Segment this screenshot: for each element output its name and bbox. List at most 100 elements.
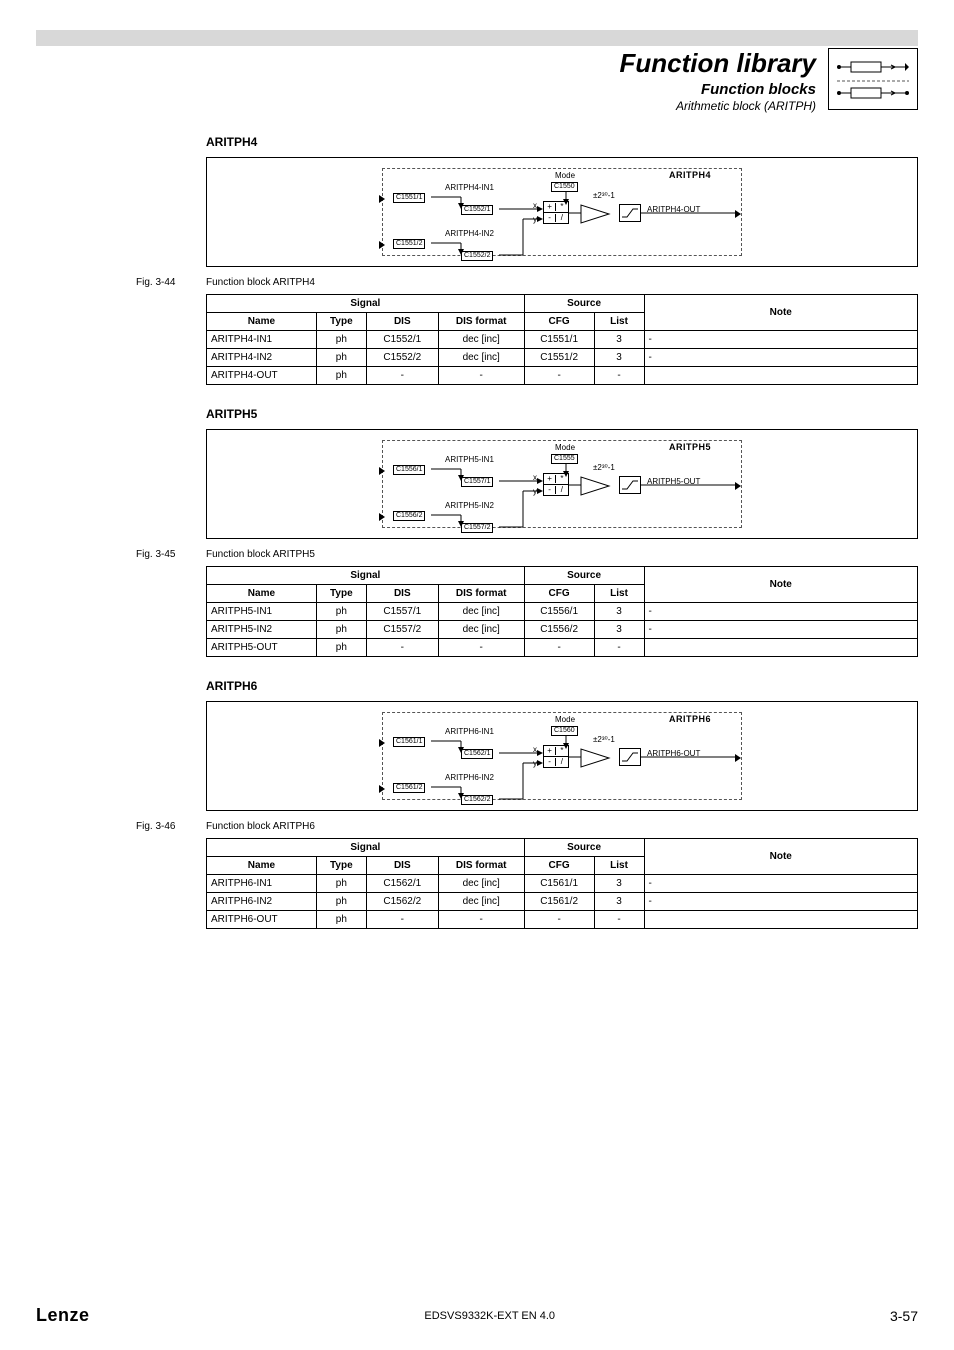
figure-number: Fig. 3-46 — [36, 821, 206, 832]
table-row: ARITPH6-OUTph---- — [207, 911, 918, 929]
table-row: ARITPH5-OUTph---- — [207, 639, 918, 657]
cell-type: ph — [316, 911, 366, 929]
th-signal: Signal — [207, 567, 525, 585]
output-arrow-icon — [735, 754, 741, 762]
th-signal: Signal — [207, 839, 525, 857]
cell-dis: C1557/1 — [366, 603, 438, 621]
cell-cfg: C1551/1 — [524, 331, 594, 349]
cell-dis: - — [366, 639, 438, 657]
limiter-label: ±2³⁰-1 — [593, 735, 615, 744]
th-name: Name — [207, 857, 317, 875]
header-accent-bar — [36, 30, 918, 46]
input-dis-code: C1562/1 — [461, 749, 493, 759]
th-cfg: CFG — [524, 313, 594, 331]
cell-note — [644, 367, 917, 385]
output-arrow-icon — [735, 482, 741, 490]
input-arrow-icon — [379, 785, 385, 793]
cell-type: ph — [316, 639, 366, 657]
header-diagram-icon — [828, 48, 918, 110]
section-heading: ARITPH6 — [206, 679, 918, 693]
cell-dis: C1562/2 — [366, 893, 438, 911]
output-label: ARITPH4-OUT — [647, 205, 700, 214]
signal-table: SignalSourceNoteNameTypeDISDIS formatCFG… — [206, 566, 918, 657]
signal-table: SignalSourceNoteNameTypeDISDIS formatCFG… — [206, 294, 918, 385]
cell-list: 3 — [594, 875, 644, 893]
cell-name: ARITPH6-IN2 — [207, 893, 317, 911]
cell-type: ph — [316, 331, 366, 349]
table-row: ARITPH5-IN2phC1557/2dec [inc]C1556/23- — [207, 621, 918, 639]
diagram-block-name: ARITPH4 — [669, 170, 711, 180]
y-label: y — [533, 215, 537, 224]
input-arrow-icon — [379, 241, 385, 249]
cell-type: ph — [316, 349, 366, 367]
diagram-block-name: ARITPH6 — [669, 714, 711, 724]
cell-dis: C1557/2 — [366, 621, 438, 639]
x-label: x — [533, 473, 537, 482]
mode-code: C1560 — [551, 726, 578, 736]
diagram-container: ARITPH4ModeC1550ARITPH4-IN1C1551/1C1552/… — [206, 157, 918, 267]
diagram-dashed: ARITPH4ModeC1550ARITPH4-IN1C1551/1C1552/… — [382, 168, 742, 256]
input-dis-code: C1552/1 — [461, 205, 493, 215]
section-heading: ARITPH4 — [206, 135, 918, 149]
th-source: Source — [524, 567, 644, 585]
cell-type: ph — [316, 875, 366, 893]
cell-disfmt: dec [inc] — [438, 349, 524, 367]
cell-name: ARITPH6-IN1 — [207, 875, 317, 893]
input-label: ARITPH6-IN1 — [445, 727, 494, 736]
figure-number: Fig. 3-44 — [36, 277, 206, 288]
cell-name: ARITPH5-IN2 — [207, 621, 317, 639]
figure-caption: Fig. 3-45Function block ARITPH5 — [36, 549, 918, 560]
th-signal: Signal — [207, 295, 525, 313]
x-label: x — [533, 745, 537, 754]
mode-code: C1550 — [551, 182, 578, 192]
figure-text: Function block ARITPH6 — [206, 821, 315, 832]
cell-note: - — [644, 331, 917, 349]
input-cfg-code: C1551/1 — [393, 193, 425, 203]
cell-cfg: - — [524, 639, 594, 657]
cell-cfg: C1556/2 — [524, 621, 594, 639]
operator-block: +*-/ — [543, 745, 569, 768]
input-arrow-icon — [379, 513, 385, 521]
limiter-icon — [619, 748, 641, 766]
cell-type: ph — [316, 893, 366, 911]
x-label: x — [533, 201, 537, 210]
cell-disfmt: - — [438, 911, 524, 929]
th-cfg: CFG — [524, 585, 594, 603]
input-label: ARITPH4-IN2 — [445, 229, 494, 238]
th-dis: DIS — [366, 585, 438, 603]
diagram-dashed: ARITPH5ModeC1555ARITPH5-IN1C1556/1C1557/… — [382, 440, 742, 528]
cell-disfmt: - — [438, 639, 524, 657]
cell-cfg: C1551/2 — [524, 349, 594, 367]
table-row: ARITPH4-IN1phC1552/1dec [inc]C1551/13- — [207, 331, 918, 349]
diagram-block-name: ARITPH5 — [669, 442, 711, 452]
cell-cfg: - — [524, 367, 594, 385]
limiter-label: ±2³⁰-1 — [593, 463, 615, 472]
cell-name: ARITPH4-IN1 — [207, 331, 317, 349]
cell-list: 3 — [594, 349, 644, 367]
cell-list: 3 — [594, 331, 644, 349]
th-dis: DIS — [366, 313, 438, 331]
th-dis: DIS — [366, 857, 438, 875]
th-note: Note — [644, 567, 917, 603]
cell-name: ARITPH4-IN2 — [207, 349, 317, 367]
th-disfmt: DIS format — [438, 585, 524, 603]
output-label: ARITPH6-OUT — [647, 749, 700, 758]
diagram-container: ARITPH6ModeC1560ARITPH6-IN1C1561/1C1562/… — [206, 701, 918, 811]
amplifier-icon — [579, 747, 613, 772]
th-disfmt: DIS format — [438, 857, 524, 875]
cell-note: - — [644, 603, 917, 621]
table-row: ARITPH5-IN1phC1557/1dec [inc]C1556/13- — [207, 603, 918, 621]
th-note: Note — [644, 295, 917, 331]
cell-note — [644, 911, 917, 929]
th-source: Source — [524, 295, 644, 313]
table-row: ARITPH4-IN2phC1552/2dec [inc]C1551/23- — [207, 349, 918, 367]
cell-disfmt: dec [inc] — [438, 331, 524, 349]
amplifier-icon — [579, 203, 613, 228]
cell-note: - — [644, 621, 917, 639]
footer-doc-id: EDSVS9332K-EXT EN 4.0 — [424, 1310, 555, 1322]
th-list: List — [594, 313, 644, 331]
input-dis-code: C1562/2 — [461, 795, 493, 805]
th-list: List — [594, 585, 644, 603]
th-type: Type — [316, 857, 366, 875]
page-header: Function library Function blocks Arithme… — [36, 48, 918, 113]
